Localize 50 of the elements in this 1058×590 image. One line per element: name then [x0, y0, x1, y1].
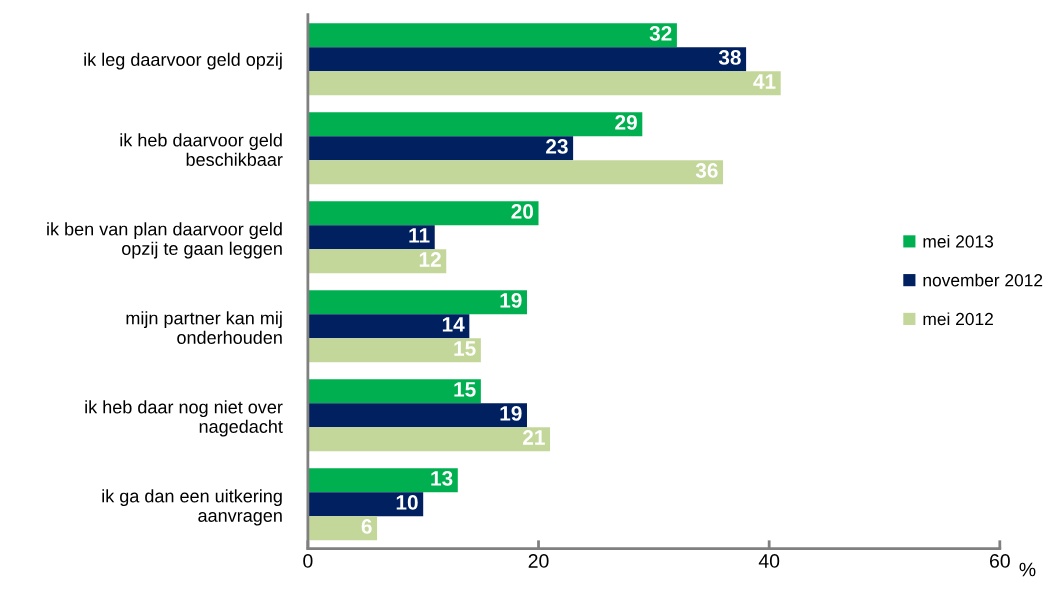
- data-label: 41: [753, 74, 776, 89]
- bar: [307, 468, 458, 493]
- legend-label: november 2012: [923, 273, 1043, 287]
- legend-label: mei 2013: [923, 234, 994, 248]
- bar: [307, 492, 424, 517]
- bar: [307, 290, 527, 315]
- data-label: 15: [454, 341, 476, 356]
- y-tick-label: ik ben van plan daarvoor geld opzij te gaan leggen: [47, 222, 282, 259]
- data-label: 13: [431, 471, 453, 486]
- bar: [307, 516, 378, 541]
- y-tick-label: mijn partner kan mij onderhouden: [126, 311, 282, 344]
- data-label: 36: [695, 163, 718, 178]
- x-tick-label: 0: [303, 554, 313, 568]
- bar: [307, 160, 724, 185]
- y-tick-label: ik ga dan een uitkering aanvragen: [102, 489, 282, 526]
- x-tick-label: 20: [528, 554, 549, 568]
- data-label: 32: [649, 26, 672, 41]
- data-label: 11: [409, 228, 430, 243]
- data-label: 20: [511, 204, 534, 219]
- data-label: 12: [419, 252, 441, 267]
- data-label: 21: [522, 430, 545, 445]
- x-axis-title: %: [1019, 562, 1036, 577]
- y-tick-label: ik heb daar nog niet over nagedacht: [85, 400, 283, 437]
- data-label: 29: [615, 115, 637, 130]
- x-tick-label: 40: [758, 554, 780, 568]
- bar: [307, 379, 481, 404]
- bar: [307, 136, 574, 161]
- data-label: 15: [454, 382, 476, 397]
- bar: [307, 338, 481, 363]
- data-label: 23: [546, 139, 568, 154]
- bar: [307, 23, 677, 48]
- data-label: 19: [500, 406, 522, 421]
- data-label: 6: [361, 519, 372, 534]
- legend-label: mei 2012: [923, 312, 993, 326]
- bar: [307, 201, 539, 226]
- bar: [307, 249, 447, 274]
- bar: [307, 403, 527, 428]
- bar: [307, 112, 643, 137]
- y-tick-label: ik leg daarvoor geld opzij: [84, 52, 282, 70]
- bar: [307, 47, 747, 72]
- x-tick-label: 60: [989, 554, 1010, 568]
- data-label: 19: [500, 293, 522, 308]
- data-label: 38: [718, 50, 741, 65]
- data-label: 14: [442, 317, 465, 332]
- bar: [307, 225, 435, 250]
- data-label: 10: [396, 495, 418, 510]
- bar: [307, 427, 551, 452]
- y-tick-label: ik heb daarvoor geld beschikbaar: [120, 133, 283, 166]
- bar: [307, 71, 781, 96]
- bar: [307, 314, 470, 339]
